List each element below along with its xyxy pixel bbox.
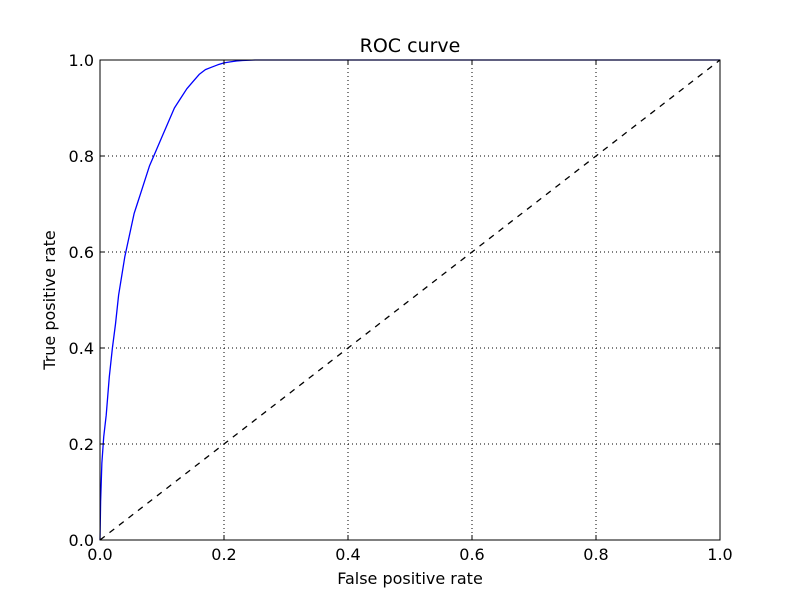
y-axis-label: True positive rate	[40, 230, 59, 370]
x-tick-label: 0.8	[583, 545, 608, 564]
x-tick-label: 1.0	[707, 545, 732, 564]
chart-title: ROC curve	[360, 35, 461, 57]
grid-lines	[100, 60, 720, 540]
x-tick-label: 0.6	[459, 545, 484, 564]
y-tick-label: 0.8	[69, 147, 94, 166]
y-tick-label: 0.2	[69, 435, 94, 454]
y-tick-label: 1.0	[69, 51, 94, 70]
y-tick-label: 0.0	[69, 531, 94, 550]
x-tick-label: 0.2	[211, 545, 236, 564]
axis-ticks: 0.0 0.2 0.4 0.6 0.8 1.0 0.0 0.2 0.4 0.6 0.8 1.0	[69, 51, 733, 564]
x-axis-label: False positive rate	[337, 569, 483, 588]
x-tick-label: 0.4	[335, 545, 360, 564]
y-tick-label: 0.4	[69, 339, 94, 358]
chance-diagonal-line	[99, 59, 721, 541]
y-tick-label: 0.6	[69, 243, 94, 262]
x-tick-label: 0.0	[87, 545, 112, 564]
plot-frame	[99, 59, 721, 541]
